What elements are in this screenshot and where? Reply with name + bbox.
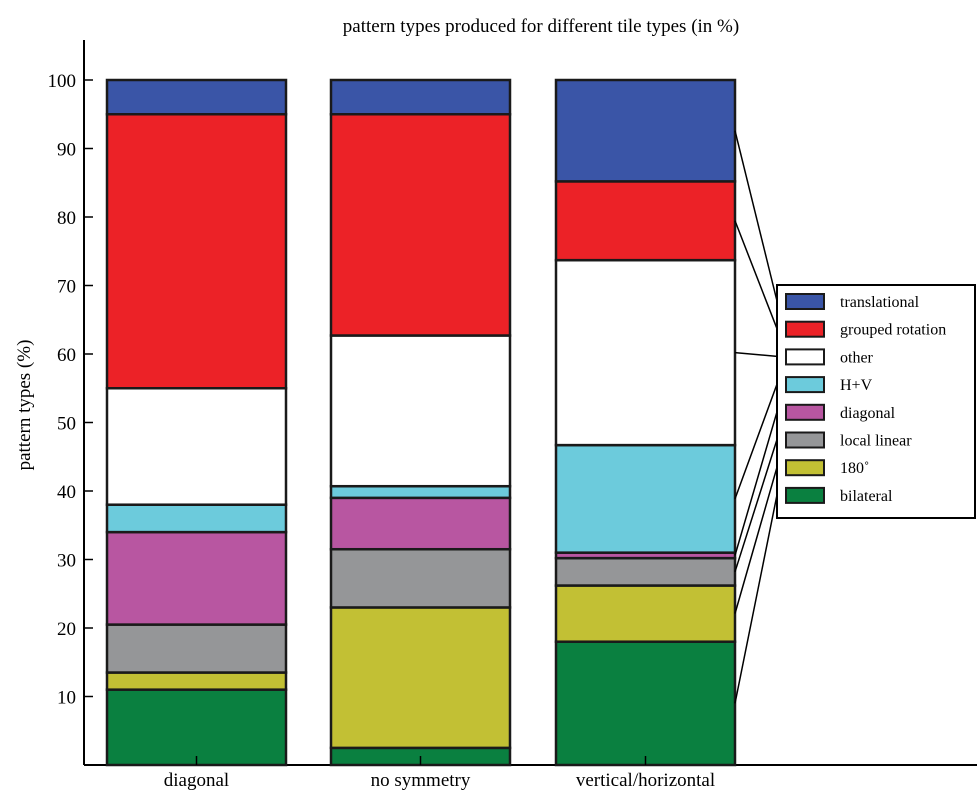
bar-segment xyxy=(556,181,735,260)
legend-label: grouped rotation xyxy=(840,322,946,339)
x-tick-label: vertical/horizontal xyxy=(576,770,715,791)
legend-label: diagonal xyxy=(840,405,896,422)
bar-segment xyxy=(107,80,286,114)
bar-segment xyxy=(556,260,735,445)
y-tick-label: 50 xyxy=(57,414,76,435)
bar-segment xyxy=(107,114,286,388)
chart-title: pattern types produced for different til… xyxy=(343,16,739,37)
bar-segment xyxy=(331,486,510,498)
bar-segment xyxy=(107,690,286,765)
y-tick-label: 80 xyxy=(57,208,76,229)
legend-label: H+V xyxy=(840,377,873,394)
legend-swatch xyxy=(786,460,824,475)
legend-connector xyxy=(735,440,777,572)
legend-connector xyxy=(735,495,777,703)
legend-box xyxy=(777,285,975,518)
legend-label: 180˚ xyxy=(840,460,869,477)
bar-segment xyxy=(107,673,286,690)
legend-swatch xyxy=(786,322,824,337)
bar-segment xyxy=(556,80,735,181)
y-tick-label: 60 xyxy=(57,345,76,366)
bar-segment xyxy=(107,625,286,673)
y-tick-label: 30 xyxy=(57,551,76,572)
x-tick-label: no symmetry xyxy=(371,770,471,791)
legend-swatch xyxy=(786,488,824,503)
legend-label: local linear xyxy=(840,433,912,450)
y-tick-label: 90 xyxy=(57,140,76,161)
bar-segment xyxy=(107,505,286,532)
y-tick-label: 10 xyxy=(57,688,76,709)
legend: translational grouped rotation other H+V dia… xyxy=(735,131,975,704)
bar-segment xyxy=(556,586,735,642)
bar-segment xyxy=(107,532,286,624)
y-tick-label: 100 xyxy=(48,71,77,92)
bar-segment xyxy=(331,80,510,114)
legend-swatch xyxy=(786,349,824,364)
bar-segment xyxy=(331,549,510,607)
bar-segment xyxy=(331,607,510,747)
legend-label: other xyxy=(840,349,874,366)
legend-swatch xyxy=(786,377,824,392)
bar-segment xyxy=(331,498,510,549)
bar-segment xyxy=(556,445,735,553)
y-tick-label: 40 xyxy=(57,482,76,503)
bar-segment xyxy=(556,558,735,585)
legend-label: translational xyxy=(840,294,920,311)
bar-segment xyxy=(556,642,735,765)
legend-label: bilateral xyxy=(840,488,893,505)
y-tick-label: 70 xyxy=(57,277,76,298)
y-axis-label: pattern types (%) xyxy=(14,340,35,471)
legend-swatch xyxy=(786,433,824,448)
y-tick-label: 20 xyxy=(57,619,76,640)
legend-swatch xyxy=(786,294,824,309)
bar-segment xyxy=(107,388,286,504)
legend-connector xyxy=(735,467,777,613)
bar-segment xyxy=(331,336,510,487)
legend-connector xyxy=(735,353,777,357)
bar-segment xyxy=(331,114,510,335)
legend-swatch xyxy=(786,405,824,420)
x-tick-label: diagonal xyxy=(164,770,229,791)
